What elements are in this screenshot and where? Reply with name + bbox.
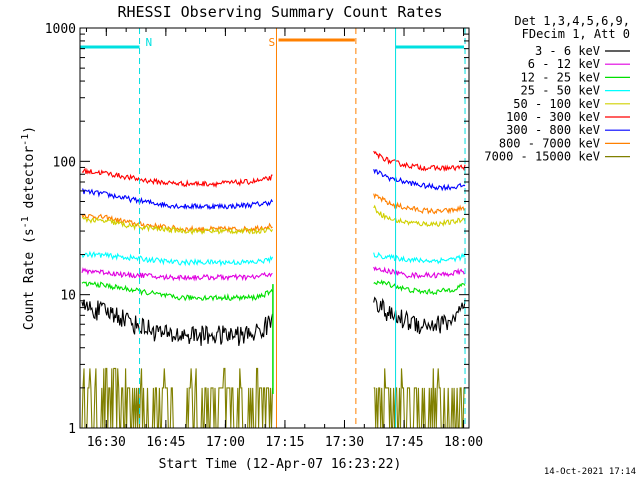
legend-label: 3 - 6 keV: [535, 44, 600, 58]
x-tick-label: 17:00: [206, 435, 245, 450]
series-line-100-300-keV: [373, 150, 466, 173]
x-tick-label: 16:45: [146, 435, 185, 450]
series-line-6-12-keV: [373, 266, 466, 280]
footer-timestamp: 14-Oct-2021 17:14: [544, 467, 636, 477]
legend-label: 800 - 7000 keV: [499, 136, 600, 150]
x-tick-label: 17:15: [265, 435, 304, 450]
series-line-300-800-keV: [81, 188, 273, 211]
y-tick-label: 1: [68, 422, 76, 437]
series-line-50-100-keV: [373, 204, 466, 228]
series-line-3-6-keV: [81, 299, 274, 346]
legend-label: 12 - 25 keV: [521, 70, 600, 84]
flag-label-1: S: [268, 36, 275, 49]
x-tick-label: 17:30: [325, 435, 364, 450]
series-line-300-800-keV: [373, 169, 466, 192]
flag-label-0: N: [146, 36, 153, 49]
series-line-50-100-keV: [82, 216, 273, 236]
legend: Det 1,3,4,5,6,9, FDecim 1, Att 0 3 - 6 k…: [484, 14, 630, 164]
series-line-12-25-keV: [81, 281, 273, 302]
y-axis-label: Count Rate (s-1 detector-1): [20, 126, 37, 330]
series-line-3-6-keV: [373, 296, 466, 335]
plot-data: [81, 150, 466, 429]
x-axis-label: Start Time (12-Apr-07 16:23:22): [159, 457, 402, 472]
x-tick-label: 17:45: [384, 435, 423, 450]
y-tick-label: 10: [60, 289, 76, 304]
y-tick-label: 1000: [45, 22, 76, 37]
legend-header-line-2: FDecim 1, Att 0: [522, 27, 630, 41]
y-tick-label: 100: [53, 155, 76, 170]
legend-label: 50 - 100 keV: [513, 97, 600, 111]
series-line-12-25-keV: [373, 279, 466, 296]
legend-label: 300 - 800 keV: [506, 123, 600, 137]
legend-label: 25 - 50 keV: [521, 84, 600, 98]
plot-frame: [79, 27, 470, 429]
legend-label: 6 - 12 keV: [528, 57, 600, 71]
x-tick-label: 16:30: [87, 435, 126, 450]
legend-label: 7000 - 15000 keV: [484, 150, 600, 164]
series-line-25-50-keV: [373, 251, 466, 265]
legend-header-line-1: Det 1,3,4,5,6,9,: [514, 14, 630, 28]
x-tick-label: 18:00: [444, 435, 483, 450]
chart-title: RHESSI Observing Summary Count Rates: [117, 3, 442, 21]
series-line-800-7000-keV: [373, 193, 466, 215]
legend-label: 100 - 300 keV: [506, 110, 600, 124]
series-line-25-50-keV: [81, 250, 274, 267]
series-line-6-12-keV: [81, 267, 273, 282]
axes: 16:30 16:45 17:00 17:15 17:30 17:45 18:00 1 10 10…: [45, 22, 483, 450]
series-line-100-300-keV: [81, 167, 273, 189]
